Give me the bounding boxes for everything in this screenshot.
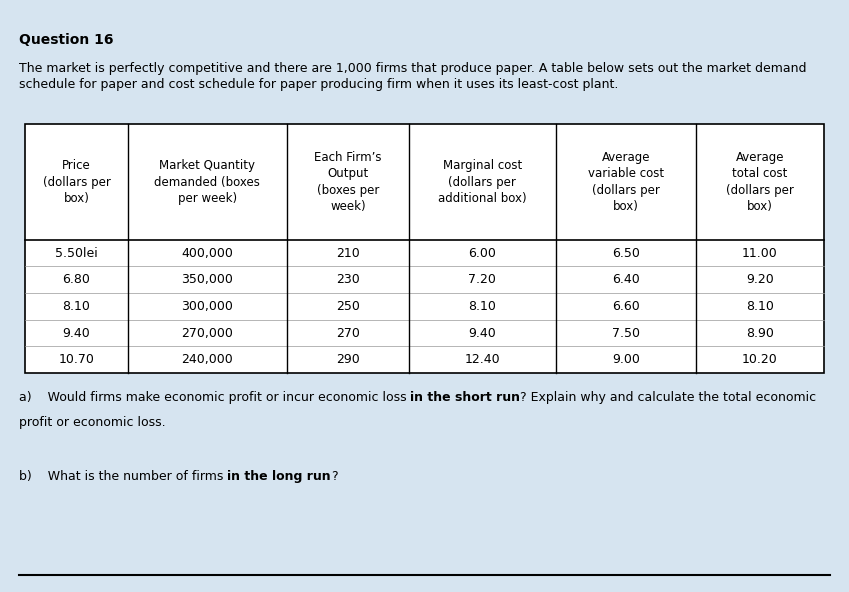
Text: ?: ? bbox=[330, 470, 337, 483]
Text: 210: 210 bbox=[336, 247, 360, 259]
Text: 9.20: 9.20 bbox=[745, 274, 773, 286]
Text: 400,000: 400,000 bbox=[182, 247, 233, 259]
Text: 250: 250 bbox=[336, 300, 360, 313]
Text: 7.20: 7.20 bbox=[469, 274, 497, 286]
Text: 9.40: 9.40 bbox=[63, 327, 91, 339]
Text: in the long run: in the long run bbox=[227, 470, 330, 483]
Text: 8.10: 8.10 bbox=[63, 300, 91, 313]
Text: Each Firm’s
Output
(boxes per
week): Each Firm’s Output (boxes per week) bbox=[314, 151, 382, 213]
Text: 290: 290 bbox=[336, 353, 360, 366]
Text: a)    Would firms make economic profit or incur economic loss: a) Would firms make economic profit or i… bbox=[19, 391, 410, 404]
Text: schedule for paper and cost schedule for paper producing firm when it uses its l: schedule for paper and cost schedule for… bbox=[19, 78, 618, 91]
Text: 300,000: 300,000 bbox=[182, 300, 233, 313]
Text: Market Quantity
demanded (boxes
per week): Market Quantity demanded (boxes per week… bbox=[155, 159, 261, 205]
Text: 12.40: 12.40 bbox=[464, 353, 500, 366]
Text: 270,000: 270,000 bbox=[182, 327, 233, 339]
Text: ? Explain why and calculate the total economic: ? Explain why and calculate the total ec… bbox=[520, 391, 817, 404]
Text: 6.00: 6.00 bbox=[469, 247, 497, 259]
Text: Price
(dollars per
box): Price (dollars per box) bbox=[42, 159, 110, 205]
Text: Marginal cost
(dollars per
additional box): Marginal cost (dollars per additional bo… bbox=[438, 159, 526, 205]
Text: 8.10: 8.10 bbox=[469, 300, 497, 313]
Text: 10.20: 10.20 bbox=[742, 353, 778, 366]
Text: 9.00: 9.00 bbox=[612, 353, 640, 366]
Text: The market is perfectly competitive and there are 1,000 firms that produce paper: The market is perfectly competitive and … bbox=[19, 62, 807, 75]
Text: Average
total cost
(dollars per
box): Average total cost (dollars per box) bbox=[726, 151, 794, 213]
Text: 7.50: 7.50 bbox=[612, 327, 640, 339]
Text: profit or economic loss.: profit or economic loss. bbox=[19, 416, 166, 429]
Text: Question 16: Question 16 bbox=[19, 33, 113, 47]
Text: in the short run: in the short run bbox=[410, 391, 520, 404]
Text: 8.10: 8.10 bbox=[745, 300, 773, 313]
Text: 5.50lei: 5.50lei bbox=[55, 247, 98, 259]
Text: 270: 270 bbox=[336, 327, 360, 339]
Text: 6.60: 6.60 bbox=[612, 300, 640, 313]
Text: 350,000: 350,000 bbox=[182, 274, 233, 286]
Text: 8.90: 8.90 bbox=[745, 327, 773, 339]
Text: 11.00: 11.00 bbox=[742, 247, 778, 259]
Text: 240,000: 240,000 bbox=[182, 353, 233, 366]
Text: Average
variable cost
(dollars per
box): Average variable cost (dollars per box) bbox=[588, 151, 664, 213]
Text: 10.70: 10.70 bbox=[59, 353, 94, 366]
Text: 6.50: 6.50 bbox=[612, 247, 640, 259]
Text: b)    What is the number of firms: b) What is the number of firms bbox=[19, 470, 227, 483]
Text: 6.40: 6.40 bbox=[612, 274, 640, 286]
Text: 9.40: 9.40 bbox=[469, 327, 496, 339]
Text: 230: 230 bbox=[336, 274, 360, 286]
Text: 6.80: 6.80 bbox=[63, 274, 91, 286]
